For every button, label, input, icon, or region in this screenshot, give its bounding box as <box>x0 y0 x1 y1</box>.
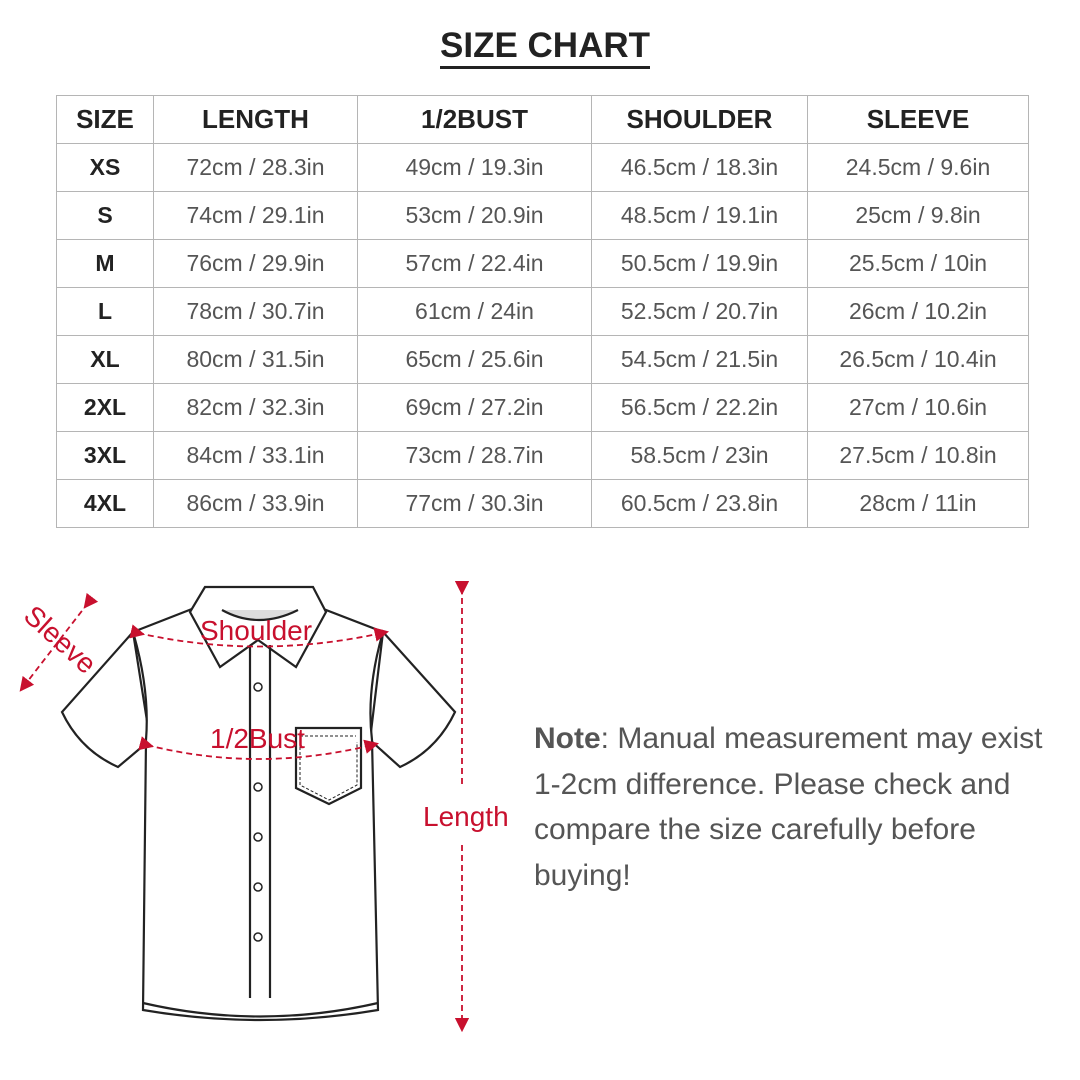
size-cell: 2XL <box>56 383 154 432</box>
table-row: 2XL 82cm / 32.3in 69cm / 27.2in 56.5cm / 22… <box>56 383 1029 432</box>
sleeve-label: Sleeve <box>18 599 102 679</box>
measurement-cell: 50.5cm / 19.9in <box>591 239 808 288</box>
column-header: SHOULDER <box>591 95 808 144</box>
measurement-cell: 26cm / 10.2in <box>807 287 1029 336</box>
measurement-cell: 65cm / 25.6in <box>357 335 592 384</box>
column-header: LENGTH <box>153 95 358 144</box>
table-row: 4XL 86cm / 33.9in 77cm / 30.3in 60.5cm / 23… <box>56 479 1029 528</box>
shoulder-arrow <box>129 624 390 648</box>
measurement-cell: 27cm / 10.6in <box>807 383 1029 432</box>
bust-arrow <box>138 736 379 760</box>
measurement-cell: 60.5cm / 23.8in <box>591 479 808 528</box>
measurement-cell: 57cm / 22.4in <box>357 239 592 288</box>
length-label: Length <box>423 801 509 832</box>
measurement-cell: 58.5cm / 23in <box>591 431 808 480</box>
size-cell: M <box>56 239 154 288</box>
measurement-cell: 73cm / 28.7in <box>357 431 592 480</box>
size-cell: S <box>56 191 154 240</box>
measurement-cell: 54.5cm / 21.5in <box>591 335 808 384</box>
size-cell: XS <box>56 143 154 192</box>
measurement-cell: 84cm / 33.1in <box>153 431 358 480</box>
measurement-cell: 24.5cm / 9.6in <box>807 143 1029 192</box>
table-row: S 74cm / 29.1in 53cm / 20.9in 48.5cm / 19.1… <box>56 191 1029 240</box>
measurement-cell: 52.5cm / 20.7in <box>591 287 808 336</box>
measurement-cell: 77cm / 30.3in <box>357 479 592 528</box>
table-row: M 76cm / 29.9in 57cm / 22.4in 50.5cm / 19.9… <box>56 239 1029 288</box>
measurement-cell: 78cm / 30.7in <box>153 287 358 336</box>
measurement-cell: 25.5cm / 10in <box>807 239 1029 288</box>
table-row: 3XL 84cm / 33.1in 73cm / 28.7in 58.5cm / 23… <box>56 431 1029 480</box>
table-row: XS 72cm / 28.3in 49cm / 19.3in 46.5cm / 18.… <box>56 143 1029 192</box>
table-header-row: SIZE LENGTH 1/2BUST SHOULDER SLEEVE <box>56 95 1029 144</box>
measurement-cell: 48.5cm / 19.1in <box>591 191 808 240</box>
size-cell: 4XL <box>56 479 154 528</box>
measurement-cell: 53cm / 20.9in <box>357 191 592 240</box>
column-header: SIZE <box>56 95 154 144</box>
measurement-cell: 46.5cm / 18.3in <box>591 143 808 192</box>
note-text: Note: Manual measurement may exist 1-2cm… <box>534 722 1043 892</box>
buttons <box>253 682 263 942</box>
size-cell: L <box>56 287 154 336</box>
measurement-cell: 72cm / 28.3in <box>153 143 358 192</box>
measurement-cell: 76cm / 29.9in <box>153 239 358 288</box>
size-table: SIZE LENGTH 1/2BUST SHOULDER SLEEVE XS 72cm /… <box>56 95 1029 528</box>
measurement-cell: 56.5cm / 22.2in <box>591 383 808 432</box>
measurement-cell: 82cm / 32.3in <box>153 383 358 432</box>
measurement-cell: 61cm / 24in <box>357 287 592 336</box>
measurement-cell: 86cm / 33.9in <box>153 479 358 528</box>
table-row: L 78cm / 30.7in 61cm / 24in 52.5cm / 20.7in… <box>56 287 1029 336</box>
measurement-cell: 25cm / 9.8in <box>807 191 1029 240</box>
measurement-cell: 28cm / 11in <box>807 479 1029 528</box>
measurement-cell: 80cm / 31.5in <box>153 335 358 384</box>
measurement-cell: 26.5cm / 10.4in <box>807 335 1029 384</box>
column-header: 1/2BUST <box>357 95 592 144</box>
shirt-diagram: Shoulder 1/2Bust Length Sleeve <box>18 570 509 1040</box>
column-header: SLEEVE <box>807 95 1029 144</box>
measurement-cell: 69cm / 27.2in <box>357 383 592 432</box>
measurement-cell: 74cm / 29.1in <box>153 191 358 240</box>
size-cell: 3XL <box>56 431 154 480</box>
measurement-cell: 49cm / 19.3in <box>357 143 592 192</box>
shoulder-label: Shoulder <box>200 615 312 646</box>
bust-label: 1/2Bust <box>210 723 305 754</box>
measurement-cell: 27.5cm / 10.8in <box>807 431 1029 480</box>
page-title: SIZE CHART <box>0 26 1080 69</box>
sleeve-arrow <box>19 592 99 692</box>
table-row: XL 80cm / 31.5in 65cm / 25.6in 54.5cm / 21.… <box>56 335 1029 384</box>
shirt-outline <box>60 585 457 1022</box>
size-cell: XL <box>56 335 154 384</box>
